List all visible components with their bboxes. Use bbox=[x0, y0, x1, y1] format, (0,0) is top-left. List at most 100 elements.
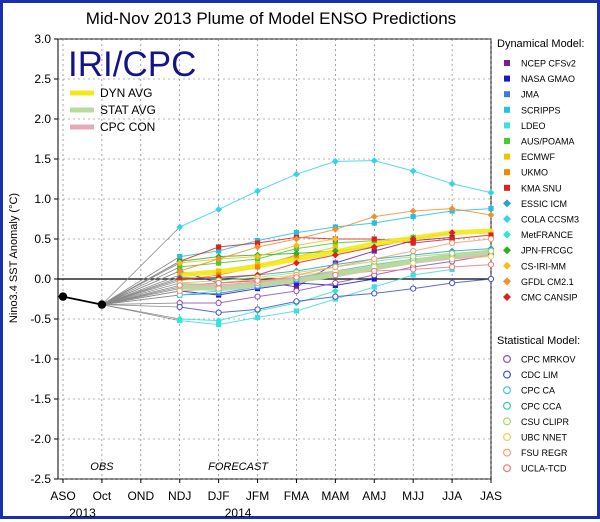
point-cdc-lim bbox=[448, 279, 456, 287]
x-year-label: 2014 bbox=[225, 506, 252, 520]
series-connector-cpc-mrkov bbox=[101, 302, 180, 305]
y-tick-label: -1.0 bbox=[30, 352, 51, 366]
point-cola-ccsm3 bbox=[448, 180, 456, 188]
legend-marker-cmc-cansip bbox=[503, 293, 511, 301]
point-scripps bbox=[371, 220, 377, 226]
point-ucla-tcd bbox=[371, 267, 378, 275]
legend-marker-ukmo bbox=[504, 169, 510, 176]
point-scripps bbox=[293, 230, 300, 236]
x-year-label: 2013 bbox=[69, 506, 96, 520]
average-legend: DYN AVG STAT AVG CPC CON bbox=[70, 86, 156, 134]
chart-title: Mid-Nov 2013 Plume of Model ENSO Predict… bbox=[86, 9, 456, 28]
y-tick-label: 1.0 bbox=[34, 192, 51, 206]
legend-label-ldeo: LDEO bbox=[521, 121, 546, 131]
point-ncep-cfsv2 bbox=[293, 284, 300, 290]
point-kma-snu bbox=[371, 236, 377, 242]
point-gfdl-cm2-1 bbox=[293, 235, 300, 243]
x-tick-label: JJA bbox=[442, 489, 462, 503]
legend-label-jpn-frcgc: JPN-FRCGC bbox=[521, 246, 573, 256]
enso-plume-chart: Mid-Nov 2013 Plume of Model ENSO Predict… bbox=[8, 9, 584, 520]
point-cola-ccsm3 bbox=[409, 167, 417, 175]
point-ucla-tcd bbox=[215, 279, 222, 287]
y-tick-label: 2.0 bbox=[34, 112, 51, 126]
point-gfdl-cm2-1 bbox=[370, 213, 378, 220]
point-kma-snu bbox=[488, 232, 494, 238]
legend-label-metfrance: MetFRANCE bbox=[521, 230, 573, 240]
legend-label-csu-clipr: CSU CLIPR bbox=[521, 417, 570, 427]
y-tick-label: 2.5 bbox=[34, 72, 51, 86]
legend-label-gfdl-cm2-1: GFDL CM2.1 bbox=[521, 277, 574, 287]
series-connector-cola-ccsm3 bbox=[101, 226, 181, 305]
annotation-obs: OBS bbox=[90, 461, 114, 473]
point-cdc-lim bbox=[332, 293, 339, 300]
point-fsu-regr bbox=[332, 263, 339, 271]
legend-label-nasa-gmao: NASA GMAO bbox=[521, 74, 575, 84]
y-tick-label: -0.5 bbox=[30, 312, 51, 326]
legend-label-fsu-regr: FSU REGR bbox=[521, 448, 568, 458]
series-connector-ucla-tcd bbox=[101, 285, 180, 305]
point-cola-ccsm3 bbox=[215, 206, 223, 213]
legend-statistical-title: Statistical Model: bbox=[497, 335, 580, 347]
point-ecmwf bbox=[332, 244, 338, 250]
legend-dynamical-title: Dynamical Model: bbox=[497, 38, 584, 50]
point-cs-iri-mm bbox=[176, 259, 184, 267]
y-axis-label: Nino3.4 SST Anomaly (°C) bbox=[8, 193, 20, 323]
legend-marker-cdc-lim bbox=[503, 370, 512, 379]
series-connector-cpc-ca bbox=[101, 294, 180, 305]
legend-marker-cpc-cca bbox=[503, 401, 512, 410]
point-fsu-regr bbox=[176, 287, 183, 295]
point-cdc-lim bbox=[410, 285, 417, 292]
point-cmc-cansip bbox=[448, 229, 456, 236]
point-ncep-cfsv2 bbox=[371, 248, 377, 254]
legend-marker-cpc-mrkov bbox=[503, 355, 512, 364]
point-cs-iri-mm bbox=[254, 253, 261, 260]
x-tick-label: NDJ bbox=[168, 489, 191, 503]
point-ldeo bbox=[371, 284, 377, 290]
legend-label-cs-iri-mm: CS-IRI-MM bbox=[521, 261, 566, 271]
legend-label-cdc-lim: CDC LIM bbox=[521, 370, 558, 380]
obs-point bbox=[58, 292, 68, 301]
point-metfrance bbox=[215, 317, 223, 324]
y-tick-label: 3.0 bbox=[34, 32, 51, 46]
point-gfdl-cm2-1 bbox=[487, 211, 495, 219]
series-connector-cmc-cansip bbox=[101, 278, 180, 305]
point-ucla-tcd bbox=[332, 271, 339, 279]
legend-marker-jpn-frcgc bbox=[503, 246, 511, 255]
legend-marker-ecmwf bbox=[504, 153, 510, 160]
y-tick-label: 0.0 bbox=[34, 272, 51, 286]
point-cola-ccsm3 bbox=[293, 170, 300, 178]
point-aus-poama bbox=[177, 264, 183, 270]
legend-marker-nasa-gmao bbox=[504, 75, 510, 82]
legend-label-cpc-cca: CPC CCA bbox=[521, 401, 562, 411]
point-nasa-gmao bbox=[371, 276, 377, 282]
point-cmc-cansip bbox=[370, 243, 378, 251]
series-connector-fsu-regr bbox=[101, 290, 180, 305]
point-cpc-mrkov bbox=[215, 299, 222, 307]
x-tick-label: FMA bbox=[284, 489, 309, 503]
point-cdc-lim bbox=[371, 290, 378, 297]
series-line-ldeo bbox=[179, 268, 453, 326]
point-fsu-regr bbox=[371, 255, 378, 263]
legend-statistical: CPC MRKOV CDC LIM CPC CA CPC CCA CSU CLIPR UB… bbox=[503, 355, 576, 474]
point-ukmo bbox=[254, 264, 261, 270]
point-fsu-regr bbox=[410, 247, 417, 255]
point-ubc-nnet bbox=[410, 259, 417, 267]
point-cdc-lim bbox=[176, 303, 183, 311]
point-cs-iri-mm bbox=[293, 242, 300, 249]
point-ubc-nnet bbox=[448, 255, 456, 263]
point-cpc-mrkov bbox=[293, 287, 300, 295]
point-fsu-regr bbox=[448, 239, 456, 247]
x-tick-label: ASO bbox=[50, 489, 75, 503]
legend-label-jma: JMA bbox=[521, 90, 539, 100]
point-cpc-mrkov bbox=[254, 293, 261, 300]
series-connector-metfrance bbox=[101, 304, 180, 320]
x-tick-label: OND bbox=[127, 489, 154, 503]
point-fsu-regr bbox=[487, 235, 495, 243]
point-cdc-lim bbox=[293, 298, 300, 305]
point-cdc-lim bbox=[487, 275, 495, 283]
point-scripps bbox=[177, 254, 183, 260]
point-cmc-cansip bbox=[176, 275, 184, 283]
point-ldeo bbox=[410, 272, 416, 278]
legend-marker-scripps bbox=[504, 106, 510, 113]
